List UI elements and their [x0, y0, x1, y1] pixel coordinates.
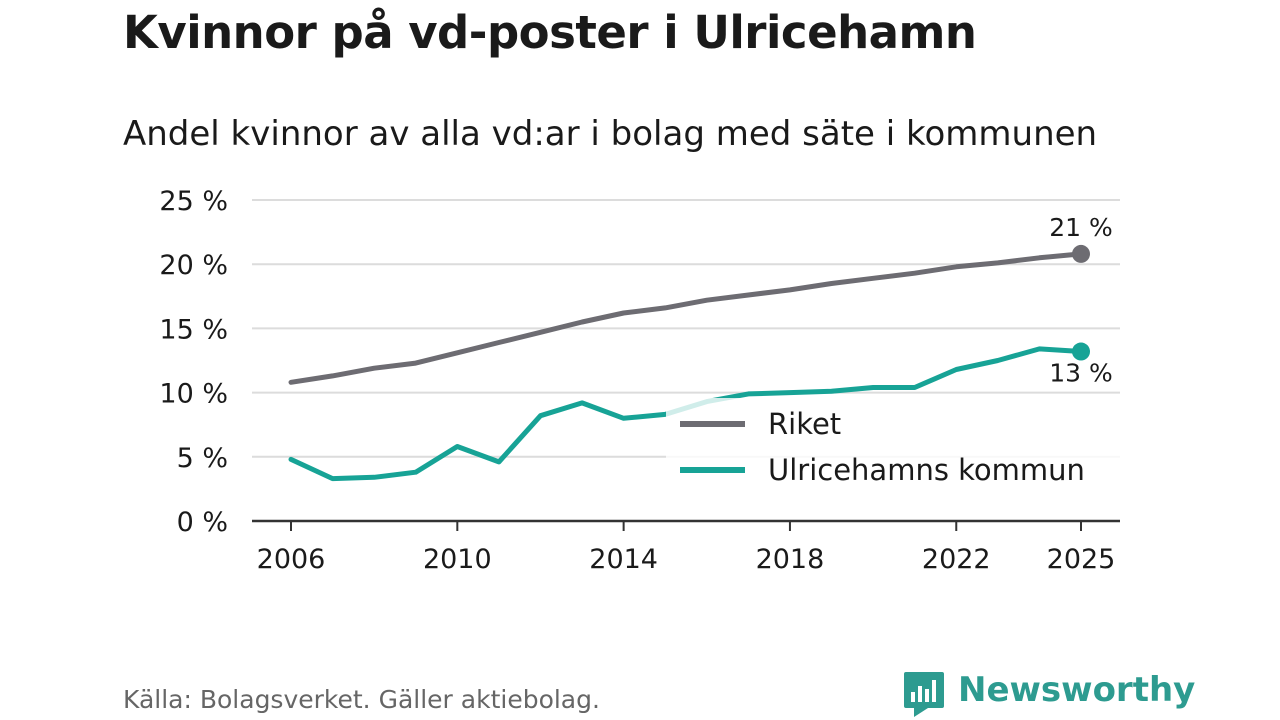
x-axis: 2006 2010 2014 2018 2022 2025	[252, 519, 1120, 575]
y-tick-label: 5 %	[177, 443, 228, 474]
series-line-riket	[288, 251, 1084, 385]
brand-name: Newsworthy	[958, 670, 1196, 710]
line-chart: 0 %5 %10 %15 %20 %25 % 2006 2010 2014 2018 2…	[159, 186, 1121, 575]
x-tick-label: 2006	[257, 544, 326, 575]
chart-subtitle: Andel kvinnor av alla vd:ar i bolag med …	[123, 114, 1098, 154]
y-tick-label: 25 %	[159, 186, 228, 217]
x-tick-label: 2025	[1047, 544, 1116, 575]
series-end-point	[1072, 244, 1090, 263]
chart-title: Kvinnor på vd-poster i Ulricehamn	[123, 6, 977, 59]
series-end-point	[1072, 342, 1090, 361]
legend-label: Riket	[768, 407, 841, 441]
y-axis-ticks: 0 % 5 % 10 % 15 % 20 % 25 %	[159, 186, 228, 538]
legend-label: Ulricehamns kommun	[768, 453, 1085, 487]
y-tick-label: 20 %	[159, 250, 228, 281]
y-tick-label: 0 %	[177, 507, 228, 538]
source-note: Källa: Bolagsverket. Gäller aktiebolag.	[123, 685, 600, 714]
y-tick-label: 15 %	[159, 314, 228, 345]
series-end-label: 21 %	[1049, 213, 1113, 242]
newsworthy-logo-icon	[904, 672, 944, 717]
legend: Riket Ulricehamns kommun	[666, 398, 1121, 494]
x-tick-label: 2022	[922, 544, 991, 575]
y-tick-label: 10 %	[159, 379, 228, 410]
x-tick-label: 2010	[423, 544, 492, 575]
x-tick-label: 2014	[589, 544, 658, 575]
series-end-label: 13 %	[1049, 359, 1113, 388]
x-tick-label: 2018	[756, 544, 825, 575]
legend-background	[666, 398, 1121, 494]
